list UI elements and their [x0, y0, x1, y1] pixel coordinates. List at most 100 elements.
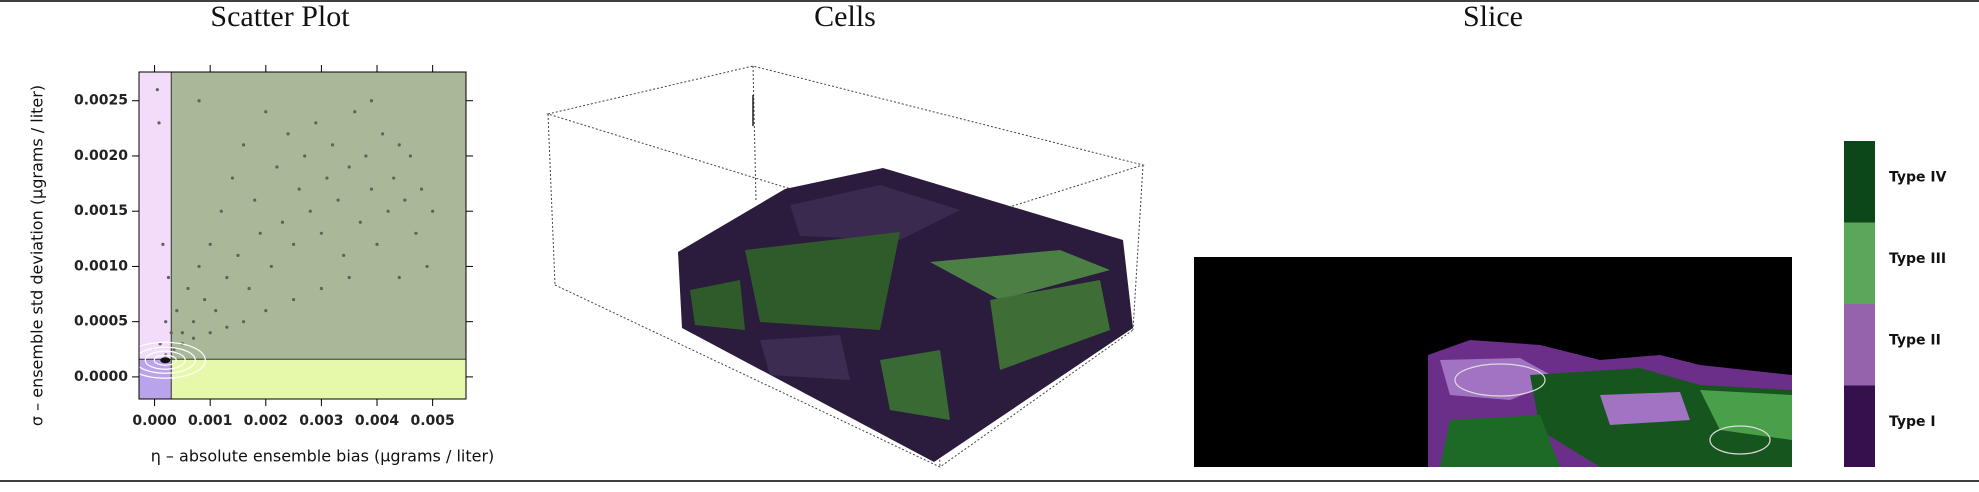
point — [347, 275, 351, 280]
point — [330, 143, 335, 147]
point — [347, 165, 351, 169]
y-axis-label: σ – ensemble std deviation (µgrams / lit… — [28, 85, 47, 426]
point — [225, 275, 229, 280]
point — [353, 110, 357, 114]
x-tick-label: 0.005 — [410, 413, 454, 429]
point — [264, 309, 268, 313]
slice-contour — [1454, 363, 1546, 397]
legend-swatch — [1844, 385, 1875, 467]
y-tick-label: 0.0015 — [74, 203, 128, 219]
point — [425, 264, 429, 269]
point — [247, 286, 251, 291]
box-bottom — [554, 284, 1134, 468]
point — [369, 187, 374, 191]
density-contour — [134, 346, 196, 374]
point — [241, 320, 246, 324]
point — [166, 275, 171, 280]
legend-label: Type II — [1889, 333, 1941, 349]
y-tick-label: 0.0010 — [74, 258, 128, 274]
region-left — [139, 72, 172, 360]
point — [197, 264, 201, 269]
point — [236, 253, 240, 257]
point — [319, 286, 324, 291]
voxels — [990, 280, 1110, 370]
point — [241, 143, 246, 147]
point — [364, 154, 368, 158]
point — [397, 143, 401, 147]
point — [164, 320, 168, 324]
box-edge — [752, 65, 757, 201]
density-contour — [124, 341, 206, 379]
density-contour — [153, 354, 177, 366]
point — [375, 242, 379, 246]
slice-region — [1440, 415, 1560, 467]
y-tick-label: 0.0005 — [74, 314, 128, 330]
legend-label: Type III — [1889, 251, 1946, 267]
point — [408, 154, 412, 158]
x-tick-label: 0.004 — [355, 413, 400, 429]
point — [186, 286, 190, 291]
point — [369, 99, 374, 103]
voxels — [760, 335, 850, 380]
point — [292, 242, 296, 246]
point — [214, 309, 218, 313]
point — [180, 331, 184, 335]
point — [342, 253, 346, 257]
legend-swatch — [1844, 304, 1875, 386]
slice-title: Slice — [1463, 0, 1523, 33]
x-tick-label: 0.001 — [188, 413, 232, 429]
point — [169, 331, 173, 335]
point — [358, 220, 362, 224]
point — [386, 209, 390, 213]
x-axis-label: η – absolute ensemble bias (µgrams / lit… — [151, 447, 495, 466]
slice-legend: Type IV Type III Type II Type I — [1844, 141, 1947, 467]
point — [161, 242, 165, 246]
box-edge — [1132, 164, 1144, 331]
point — [269, 264, 273, 269]
point — [258, 231, 262, 235]
voxels — [930, 250, 1110, 300]
slice-region — [1600, 392, 1690, 425]
region-bottom — [171, 359, 466, 399]
voxels — [745, 232, 900, 330]
point — [280, 220, 285, 224]
point — [191, 320, 196, 324]
point — [264, 110, 268, 114]
point — [208, 331, 212, 335]
cells-render — [546, 65, 1145, 468]
x-tick-label: 0.002 — [244, 413, 288, 429]
point — [292, 297, 296, 302]
density-core — [160, 357, 171, 364]
voxels — [678, 168, 1133, 462]
x-tick-label: 0.000 — [132, 413, 177, 429]
point — [172, 347, 176, 351]
point — [225, 325, 229, 329]
legend-swatch — [1844, 222, 1875, 304]
y-tick-label: 0.0025 — [74, 93, 128, 109]
point — [325, 176, 329, 180]
plot-frame — [138, 71, 467, 400]
y-tick-label: 0.0000 — [74, 369, 128, 385]
point — [336, 198, 340, 202]
point — [175, 309, 179, 313]
point — [203, 297, 207, 302]
voxels — [880, 350, 950, 420]
point — [253, 198, 257, 202]
point — [191, 336, 196, 340]
point — [380, 132, 385, 136]
point — [275, 165, 279, 169]
point — [319, 231, 324, 235]
y-tick-label: 0.0020 — [74, 148, 128, 164]
point — [414, 231, 418, 235]
x-tick-label: 0.003 — [299, 413, 343, 429]
point — [419, 187, 424, 191]
voxels — [790, 185, 960, 240]
point — [208, 242, 212, 246]
voxels — [690, 280, 745, 330]
scatter-title: Scatter Plot — [210, 0, 350, 33]
point — [403, 198, 407, 202]
legend-label: Type I — [1889, 414, 1936, 430]
point — [157, 121, 161, 125]
point — [314, 121, 318, 125]
